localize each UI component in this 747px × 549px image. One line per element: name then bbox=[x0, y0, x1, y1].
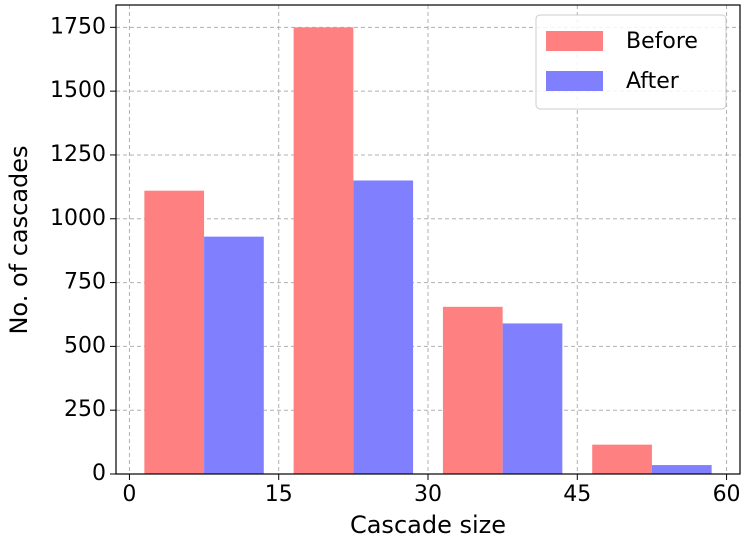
y-tick-label: 1000 bbox=[50, 206, 106, 231]
x-tick-label: 60 bbox=[713, 482, 741, 507]
bar bbox=[353, 180, 414, 474]
y-tick-label: 500 bbox=[64, 333, 106, 358]
y-tick-label: 1750 bbox=[50, 14, 106, 39]
x-tick-label: 0 bbox=[122, 482, 136, 507]
y-tick-label: 1500 bbox=[50, 78, 106, 103]
legend-swatch bbox=[546, 71, 603, 91]
bar bbox=[442, 306, 503, 474]
bar bbox=[592, 444, 652, 474]
legend-label: Before bbox=[626, 29, 698, 54]
bar bbox=[293, 27, 354, 474]
y-tick-label: 0 bbox=[92, 461, 106, 486]
legend-swatch bbox=[546, 31, 603, 51]
x-axis-label: Cascade size bbox=[350, 511, 506, 539]
y-tick-label: 250 bbox=[64, 397, 106, 422]
bar bbox=[204, 236, 264, 474]
y-tick-label: 750 bbox=[64, 270, 106, 295]
plot-frame bbox=[115, 4, 741, 475]
y-tick-label: 1250 bbox=[50, 142, 106, 167]
x-tick-label: 30 bbox=[414, 482, 442, 507]
y-axis-label: No. of cascades bbox=[5, 145, 33, 334]
bar bbox=[651, 465, 712, 474]
legend-label: After bbox=[626, 69, 680, 94]
x-tick-label: 45 bbox=[563, 482, 591, 507]
bar bbox=[502, 323, 563, 474]
bar bbox=[144, 190, 205, 474]
x-tick-label: 15 bbox=[265, 482, 293, 507]
